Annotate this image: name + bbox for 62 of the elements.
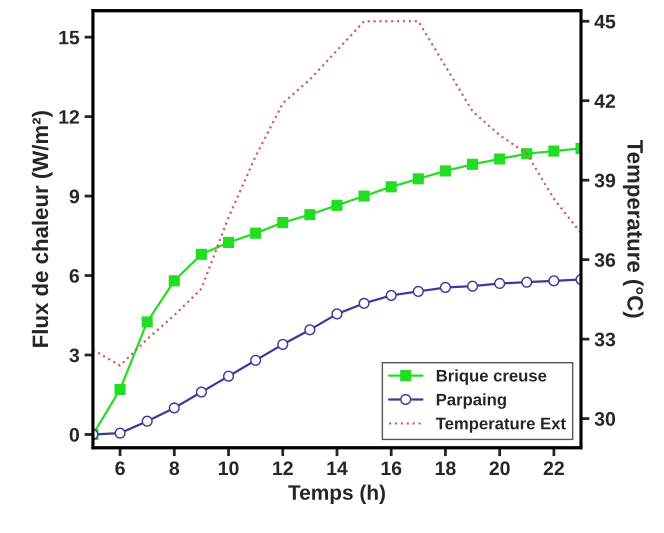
x-tick-label: 20 bbox=[490, 461, 510, 476]
point bbox=[466, 158, 478, 170]
point bbox=[250, 354, 262, 366]
y-tick-label: 0 bbox=[70, 428, 79, 442]
point bbox=[521, 276, 532, 288]
point bbox=[277, 338, 288, 350]
legend-label: Brique creuse bbox=[436, 369, 546, 385]
legend-label: Parpaing bbox=[436, 393, 506, 409]
point bbox=[358, 190, 370, 202]
point bbox=[466, 280, 478, 292]
y-tick-label: 6 bbox=[70, 269, 80, 283]
x-axis-title: Temps (h) bbox=[288, 484, 385, 504]
y2-tick-label: 33 bbox=[594, 332, 616, 346]
y2-tick-label: 39 bbox=[594, 174, 616, 188]
y2-tick-label: 45 bbox=[594, 14, 616, 28]
point bbox=[440, 282, 451, 294]
point bbox=[548, 275, 560, 286]
point bbox=[412, 286, 424, 297]
point bbox=[494, 278, 506, 290]
x-tick-label: 16 bbox=[382, 461, 402, 476]
point bbox=[142, 316, 153, 328]
y-tick-label: 12 bbox=[59, 110, 79, 124]
legend-label: Temperature Ext bbox=[436, 418, 566, 433]
point bbox=[304, 209, 316, 220]
point bbox=[168, 275, 180, 286]
point bbox=[412, 173, 424, 184]
point bbox=[196, 386, 207, 398]
point bbox=[114, 384, 126, 395]
x-tick-label: 18 bbox=[436, 461, 456, 476]
point bbox=[196, 248, 207, 260]
point bbox=[521, 148, 532, 160]
point bbox=[331, 200, 343, 211]
x-tick-label: 12 bbox=[273, 461, 293, 476]
point bbox=[440, 165, 451, 176]
y-tick-label: 3 bbox=[69, 348, 80, 362]
x-tick-label: 6 bbox=[115, 461, 125, 476]
point bbox=[222, 370, 234, 382]
point bbox=[304, 324, 316, 336]
x-tick-label: 10 bbox=[218, 461, 239, 476]
point bbox=[277, 217, 288, 228]
point bbox=[331, 308, 343, 320]
y2-axis-title: Temperature (°C) bbox=[622, 140, 644, 318]
point bbox=[250, 228, 262, 239]
x-tick-label: 22 bbox=[544, 461, 564, 476]
y2-tick-label: 30 bbox=[594, 412, 616, 426]
point bbox=[114, 428, 126, 439]
y2-tick-label: 36 bbox=[594, 253, 616, 267]
point bbox=[168, 402, 180, 414]
point bbox=[358, 298, 370, 309]
x-tick-label: 14 bbox=[327, 462, 348, 476]
line-series bbox=[92, 20, 581, 367]
point bbox=[386, 181, 397, 192]
x-tick-label: 8 bbox=[170, 461, 180, 476]
point bbox=[222, 236, 234, 248]
y-tick-label: 15 bbox=[59, 30, 80, 44]
y-tick-label: 9 bbox=[70, 190, 80, 204]
point bbox=[386, 290, 397, 301]
y2-tick-label: 42 bbox=[594, 94, 616, 108]
point bbox=[494, 153, 506, 165]
point bbox=[548, 145, 560, 157]
point bbox=[142, 416, 153, 427]
y-axis-title: Flux de chaleur (W/m²) bbox=[32, 111, 53, 347]
